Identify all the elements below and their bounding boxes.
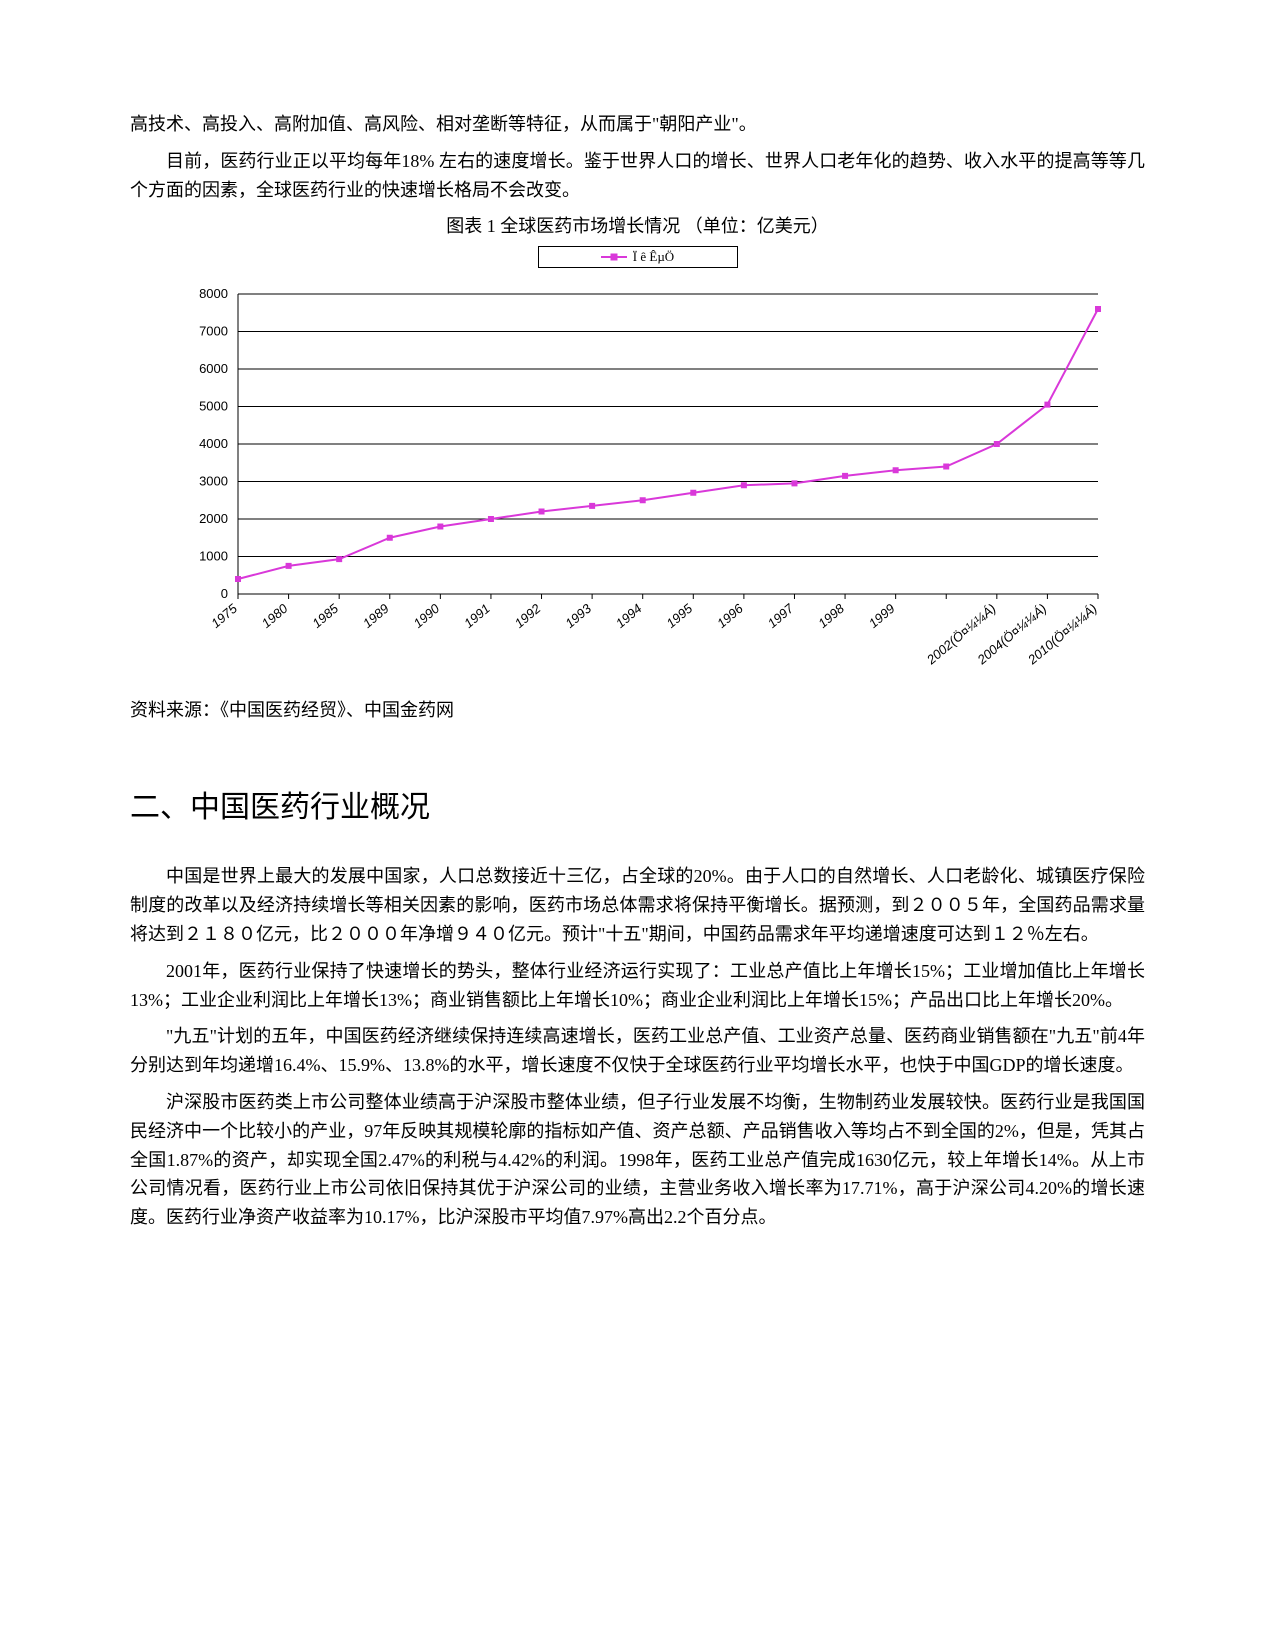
svg-text:6000: 6000 — [199, 361, 228, 376]
source-citation: 资料来源：《中国医药经贸》、中国金药网 — [130, 696, 1145, 722]
section-2-paragraph-1: 中国是世界上最大的发展中国家，人口总数接近十三亿，占全球的20%。由于人口的自然… — [130, 862, 1145, 948]
svg-text:1000: 1000 — [199, 549, 228, 564]
section-2-paragraph-2: 2001年，医药行业保持了快速增长的势头，整体行业经济运行实现了：工业总产值比上… — [130, 957, 1145, 1015]
chart-caption: 图表 1 全球医药市场增长情况 （单位：亿美元） — [130, 212, 1145, 238]
legend-label: Ï ê ÊµÖ — [633, 249, 674, 265]
intro-paragraph-1: 高技术、高投入、高附加值、高风险、相对垄断等特征，从而属于"朝阳产业"。 — [130, 110, 1145, 139]
svg-text:1975: 1975 — [208, 601, 240, 632]
svg-text:1994: 1994 — [612, 601, 644, 631]
intro-paragraph-2: 目前，医药行业正以平均每年18% 左右的速度增长。鉴于世界人口的增长、世界人口老… — [130, 147, 1145, 205]
svg-text:1985: 1985 — [309, 601, 341, 632]
svg-text:4000: 4000 — [199, 436, 228, 451]
svg-text:8000: 8000 — [199, 286, 228, 301]
svg-text:1993: 1993 — [562, 601, 594, 632]
svg-text:1995: 1995 — [663, 601, 695, 632]
svg-text:1992: 1992 — [511, 601, 543, 632]
svg-text:1996: 1996 — [714, 601, 746, 632]
svg-text:1989: 1989 — [359, 601, 391, 631]
section-2-paragraph-3: "九五"计划的五年，中国医药经济继续保持连续高速增长，医药工业总产值、工业资产总… — [130, 1022, 1145, 1080]
svg-text:1991: 1991 — [461, 601, 493, 631]
chart-container: Ï ê ÊµÖ 0 1000 2000 3000 4000 5000 6000 7000 800… — [158, 246, 1118, 674]
svg-text:1980: 1980 — [258, 601, 290, 632]
svg-text:2000: 2000 — [199, 511, 228, 526]
svg-text:5000: 5000 — [199, 399, 228, 414]
chart-legend: Ï ê ÊµÖ — [538, 246, 738, 268]
svg-text:1999: 1999 — [865, 601, 897, 631]
svg-text:1998: 1998 — [815, 601, 847, 632]
section-2-heading: 二、中国医药行业概况 — [130, 782, 1145, 826]
svg-text:0: 0 — [220, 586, 227, 601]
svg-text:1990: 1990 — [410, 601, 442, 632]
legend-marker-icon — [601, 256, 627, 258]
svg-text:3000: 3000 — [199, 474, 228, 489]
section-2-paragraph-4: 沪深股市医药类上市公司整体业绩高于沪深股市整体业绩，但子行业发展不均衡，生物制药… — [130, 1088, 1145, 1232]
svg-text:1997: 1997 — [764, 601, 796, 632]
svg-text:7000: 7000 — [199, 324, 228, 339]
chart-svg: 0 1000 2000 3000 4000 5000 6000 7000 8000 1975 198… — [158, 274, 1118, 674]
